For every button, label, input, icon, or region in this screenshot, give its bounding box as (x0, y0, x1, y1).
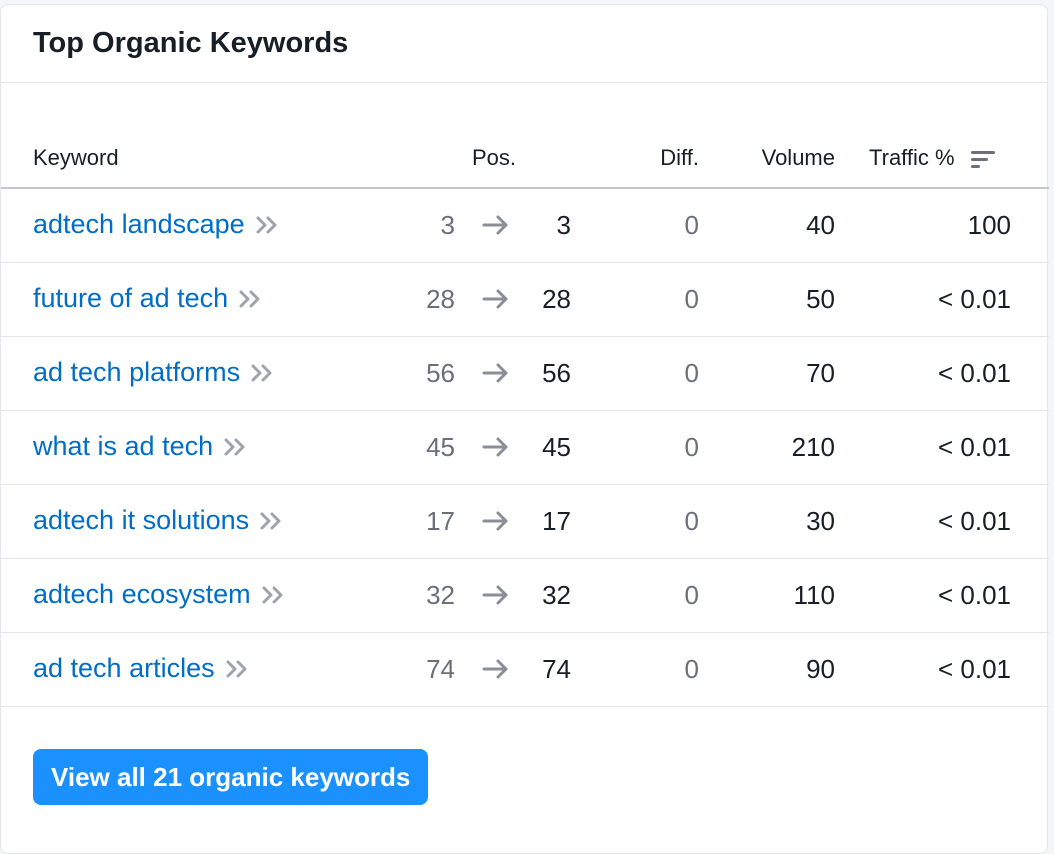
previous-position: 74 (426, 654, 455, 684)
arrow-right-icon (482, 585, 508, 605)
keyword-cell: adtech ecosystem (33, 579, 287, 610)
keyword-difficulty: 0 (684, 284, 699, 314)
keyword-difficulty: 0 (684, 580, 699, 610)
traffic-percent: 100 (967, 210, 1011, 240)
keyword-cell: future of ad tech (33, 283, 264, 314)
table-row: future of ad tech 28 28 0 50 < 0.01 (1, 263, 1049, 337)
double-chevron-right-icon[interactable] (225, 658, 251, 680)
previous-position: 32 (426, 580, 455, 610)
traffic-percent: < 0.01 (937, 284, 1011, 314)
search-volume: 210 (791, 432, 835, 462)
current-position: 32 (542, 580, 571, 610)
card-header: Top Organic Keywords (1, 5, 1047, 83)
double-chevron-right-icon[interactable] (250, 362, 276, 384)
table-row: adtech it solutions 17 17 0 30 < 0.01 (1, 485, 1049, 559)
table-row: ad tech articles 74 74 0 90 < 0.01 (1, 633, 1049, 707)
column-header-pos: Pos. (472, 145, 517, 170)
current-position: 74 (542, 654, 571, 684)
arrow-right-icon (482, 289, 508, 309)
keyword-link[interactable]: adtech it solutions (33, 505, 250, 535)
table-row: adtech ecosystem 32 32 0 110 < 0.01 (1, 559, 1049, 633)
search-volume: 110 (793, 580, 835, 610)
arrow-right-icon (482, 511, 508, 531)
current-position: 17 (542, 506, 571, 536)
keyword-link[interactable]: future of ad tech (33, 283, 229, 313)
column-header-volume: Volume (761, 145, 835, 170)
previous-position: 56 (426, 358, 455, 388)
traffic-percent: < 0.01 (937, 432, 1011, 462)
keyword-cell: adtech it solutions (33, 505, 285, 536)
current-position: 56 (542, 358, 571, 388)
arrow-right-icon (482, 659, 508, 679)
search-volume: 70 (806, 358, 835, 388)
sort-icon[interactable] (970, 148, 995, 168)
card-title: Top Organic Keywords (33, 27, 349, 59)
search-volume: 90 (806, 654, 835, 684)
double-chevron-right-icon[interactable] (259, 510, 285, 532)
previous-position: 3 (440, 210, 455, 240)
keyword-cell: what is ad tech (33, 431, 249, 462)
search-volume: 50 (806, 284, 835, 314)
keyword-difficulty: 0 (684, 358, 699, 388)
traffic-percent: < 0.01 (937, 358, 1011, 388)
keyword-cell: adtech landscape (33, 209, 281, 240)
keyword-link[interactable]: adtech landscape (33, 209, 245, 239)
column-header-diff: Diff. (660, 145, 699, 170)
keyword-cell: ad tech platforms (33, 357, 276, 388)
traffic-percent: < 0.01 (937, 506, 1011, 536)
double-chevron-right-icon[interactable] (238, 288, 264, 310)
keyword-difficulty: 0 (684, 654, 699, 684)
table-row: what is ad tech 45 45 0 210 < 0.01 (1, 411, 1049, 485)
keyword-link[interactable]: what is ad tech (33, 431, 214, 461)
current-position: 28 (542, 284, 571, 314)
search-volume: 40 (806, 210, 835, 240)
traffic-percent: < 0.01 (937, 580, 1011, 610)
double-chevron-right-icon[interactable] (255, 214, 281, 236)
arrow-right-icon (482, 437, 508, 457)
view-all-keywords-button[interactable]: View all 21 organic keywords (33, 749, 429, 805)
table-row: ad tech platforms 56 56 0 70 < 0.01 (1, 337, 1049, 411)
keyword-cell: ad tech articles (33, 653, 251, 684)
current-position: 3 (556, 210, 571, 240)
column-header-keyword: Keyword (33, 145, 119, 170)
keyword-link[interactable]: ad tech articles (33, 653, 215, 683)
previous-position: 45 (426, 432, 455, 462)
current-position: 45 (542, 432, 571, 462)
search-volume: 30 (806, 506, 835, 536)
keyword-link[interactable]: adtech ecosystem (33, 579, 251, 609)
keyword-difficulty: 0 (684, 432, 699, 462)
previous-position: 28 (426, 284, 455, 314)
keyword-link[interactable]: ad tech platforms (33, 357, 241, 387)
double-chevron-right-icon[interactable] (223, 436, 249, 458)
keyword-difficulty: 0 (684, 210, 699, 240)
table-header: Keyword Pos. Diff. Volume Traffic % (1, 109, 1049, 189)
traffic-percent: < 0.01 (937, 654, 1011, 684)
arrow-right-icon (482, 363, 508, 383)
column-header-traffic-label: Traffic % (869, 145, 955, 170)
table-row: adtech landscape 3 3 0 40 100 (1, 189, 1049, 263)
keyword-difficulty: 0 (684, 506, 699, 536)
table-body: adtech landscape 3 3 0 40 100 future of … (1, 189, 1049, 707)
keywords-table: Keyword Pos. Diff. Volume Traffic % adte… (1, 109, 1049, 707)
column-header-traffic[interactable]: Traffic % (869, 145, 995, 171)
arrow-right-icon (482, 215, 508, 235)
top-organic-keywords-card: Top Organic Keywords Keyword Pos. Diff. … (0, 4, 1049, 854)
double-chevron-right-icon[interactable] (261, 584, 287, 606)
previous-position: 17 (426, 506, 455, 536)
